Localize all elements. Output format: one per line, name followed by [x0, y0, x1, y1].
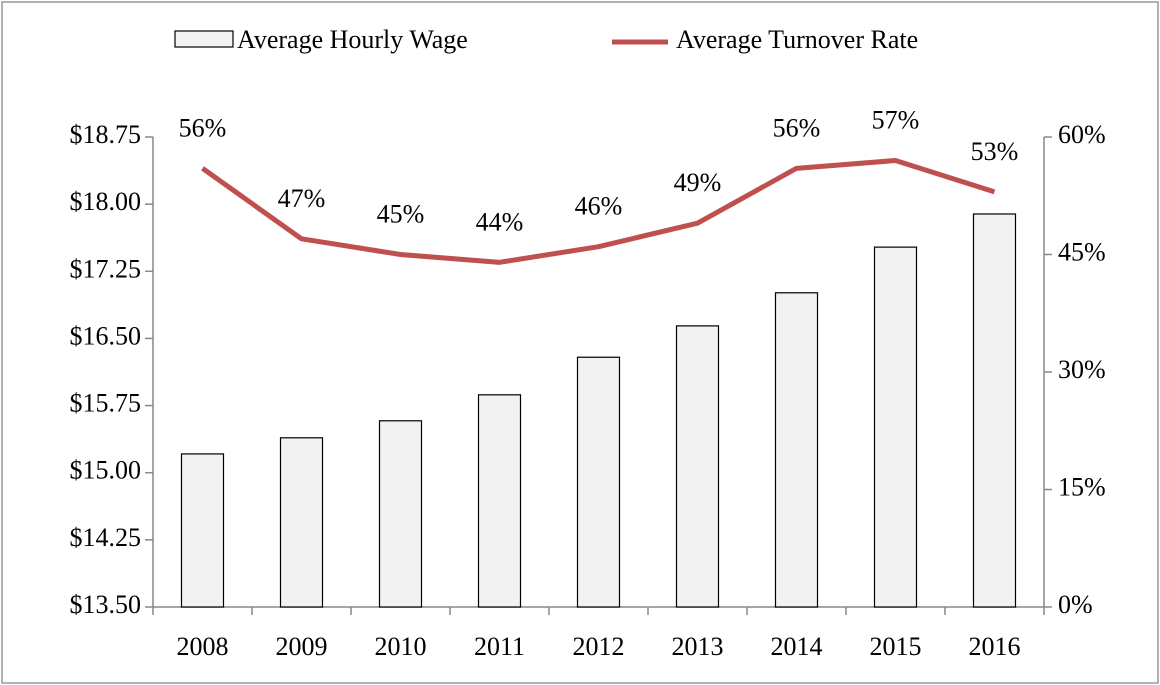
legend-label: Average Turnover Rate [676, 25, 918, 54]
bar [873, 246, 918, 608]
x-tick-label: 2015 [870, 632, 922, 661]
bar [477, 394, 522, 608]
bar [675, 325, 720, 608]
bar [180, 453, 225, 608]
data-label: 45% [377, 199, 425, 228]
y2-tick-label: 45% [1058, 237, 1106, 266]
bar [972, 213, 1017, 608]
bar [774, 292, 819, 608]
y-tick-label: $16.50 [70, 321, 142, 350]
bar [378, 420, 423, 608]
legend-swatch [174, 30, 234, 48]
x-tick-label: 2009 [276, 632, 328, 661]
y-tick-label: $13.50 [70, 590, 142, 619]
legend-label: Average Hourly Wage [237, 25, 468, 54]
y2-tick-label: 30% [1058, 355, 1106, 384]
y-tick-label: $15.75 [70, 389, 142, 418]
x-tick-label: 2010 [375, 632, 427, 661]
data-label: 53% [971, 137, 1019, 166]
x-tick-label: 2011 [474, 632, 525, 661]
y2-tick-label: 60% [1058, 120, 1106, 149]
line [201, 158, 996, 265]
x-tick-label: 2008 [177, 632, 229, 661]
y2-tick-label: 0% [1058, 590, 1093, 619]
data-label: 47% [278, 184, 326, 213]
x-tick-label: 2012 [573, 632, 625, 661]
data-label: 56% [773, 113, 821, 142]
y-tick-label: $17.25 [70, 254, 142, 283]
x-tick-label: 2014 [771, 632, 823, 661]
bar [576, 356, 621, 608]
data-label: 49% [674, 168, 722, 197]
x-tick-label: 2016 [969, 632, 1021, 661]
y-tick-label: $18.00 [70, 187, 142, 216]
y2-tick-label: 15% [1058, 472, 1106, 501]
data-label: 56% [179, 113, 227, 142]
data-label: 46% [575, 192, 623, 221]
y-tick-label: $18.75 [70, 120, 142, 149]
data-label: 44% [476, 207, 524, 236]
y-tick-label: $15.00 [70, 456, 142, 485]
data-label: 57% [872, 105, 920, 134]
y-tick-label: $14.25 [70, 523, 142, 552]
bar [279, 437, 324, 608]
x-tick-label: 2013 [672, 632, 724, 661]
